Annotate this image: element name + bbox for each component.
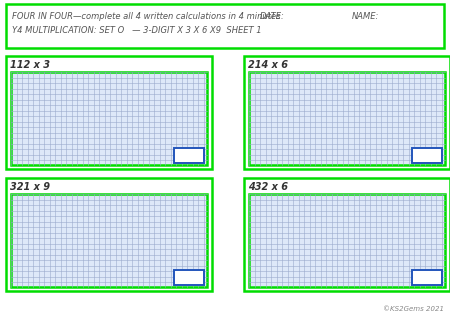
Bar	[412, 270, 442, 285]
Text: DATE:: DATE:	[260, 12, 285, 21]
Bar	[6, 56, 212, 169]
Bar	[6, 4, 444, 48]
Bar	[249, 194, 445, 287]
Text: Y4 MULTIPLICATION: SET O   — 3-DIGIT X 3 X 6 X9  SHEET 1: Y4 MULTIPLICATION: SET O — 3-DIGIT X 3 X…	[12, 26, 261, 35]
Text: 321 x 9: 321 x 9	[10, 182, 50, 192]
Text: FOUR IN FOUR—complete all 4 written calculations in 4 minutes: FOUR IN FOUR—complete all 4 written calc…	[12, 12, 280, 21]
Bar	[11, 72, 207, 165]
Text: 112 x 3: 112 x 3	[10, 60, 50, 70]
Bar	[244, 56, 450, 169]
Text: 214 x 6: 214 x 6	[248, 60, 288, 70]
Text: 432 x 6: 432 x 6	[248, 182, 288, 192]
Bar	[174, 148, 204, 163]
Text: NAME:: NAME:	[352, 12, 379, 21]
Bar	[11, 194, 207, 287]
Bar	[412, 148, 442, 163]
Bar	[6, 178, 212, 291]
Bar	[244, 178, 450, 291]
Text: ©KS2Gems 2021: ©KS2Gems 2021	[383, 306, 444, 312]
Bar	[249, 72, 445, 165]
Bar	[174, 270, 204, 285]
